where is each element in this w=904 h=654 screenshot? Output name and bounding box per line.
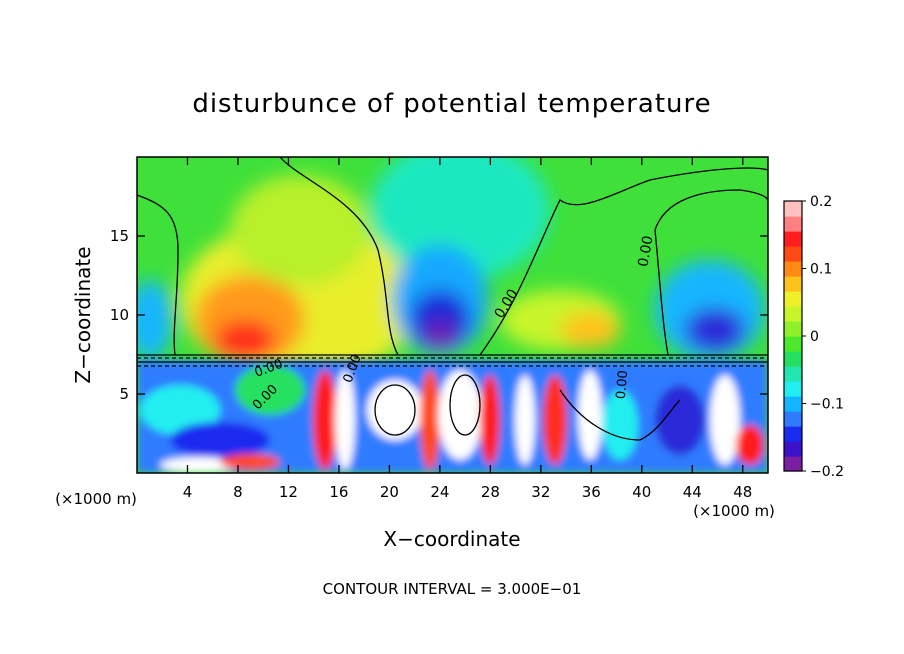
colorbar-tick-label: −0.1 <box>810 397 844 413</box>
y-tick-label: 5 <box>119 385 129 403</box>
x-tick-label: 4 <box>183 483 193 501</box>
y-tick-label: 15 <box>110 227 129 245</box>
x-unit-left: (×1000 m) <box>55 490 137 508</box>
x-tick-label: 40 <box>632 483 651 501</box>
colorbar-tick-label: −0.2 <box>810 464 844 480</box>
colorbar-swatch <box>784 456 802 472</box>
colorbar-swatch <box>784 276 802 292</box>
y-tick-label: 10 <box>110 306 129 324</box>
y-axis: 5 10 15 <box>110 227 768 403</box>
x-tick-label: 20 <box>380 483 399 501</box>
colorbar-swatch <box>784 261 802 277</box>
colorbar-tick-label: 0 <box>810 329 819 345</box>
x-tick-label: 8 <box>233 483 243 501</box>
x-tick-label: 28 <box>481 483 500 501</box>
x-axis: 4 8 12 16 20 24 28 32 36 40 44 48 <box>183 157 752 501</box>
heatmap-field <box>137 157 768 473</box>
colorbar-swatch <box>784 306 802 322</box>
colorbar-swatch <box>784 336 802 352</box>
colorbar-swatch <box>784 291 802 307</box>
colorbar-swatch <box>784 426 802 442</box>
contour-label: 0.00 <box>635 235 656 268</box>
x-tick-label: 32 <box>531 483 550 501</box>
colorbar-swatch <box>784 216 802 232</box>
x-tick-label: 24 <box>430 483 449 501</box>
colorbar-swatch <box>784 321 802 337</box>
x-tick-label: 12 <box>279 483 298 501</box>
colorbar-swatch <box>784 396 802 412</box>
colorbar-swatch <box>784 246 802 262</box>
colorbar-tick-label: 0.1 <box>810 262 832 278</box>
x-tick-label: 48 <box>733 483 752 501</box>
x-axis-label: X−coordinate <box>383 527 520 551</box>
contour-interval-note: CONTOUR INTERVAL = 3.000E−01 <box>323 580 582 598</box>
colorbar-swatch <box>784 366 802 382</box>
colorbar-swatch <box>784 231 802 247</box>
colorbar-tick-label: 0.2 <box>810 194 832 210</box>
x-unit-right: (×1000 m) <box>693 502 775 520</box>
colorbar-swatch <box>784 411 802 427</box>
x-tick-label: 44 <box>683 483 702 501</box>
y-axis-label: Z−coordinate <box>71 246 95 383</box>
x-tick-label: 36 <box>582 483 601 501</box>
colorbar-swatch <box>784 201 802 217</box>
colorbar: 0.2 0.1 0 −0.1 −0.2 <box>783 194 844 480</box>
x-tick-label: 16 <box>329 483 348 501</box>
colorbar-swatch <box>784 351 802 367</box>
colorbar-swatch <box>784 441 802 457</box>
chart-title: disturbunce of potential temperature <box>192 89 711 119</box>
colorbar-swatch <box>784 381 802 397</box>
contour-label: 0.00 <box>614 370 631 400</box>
